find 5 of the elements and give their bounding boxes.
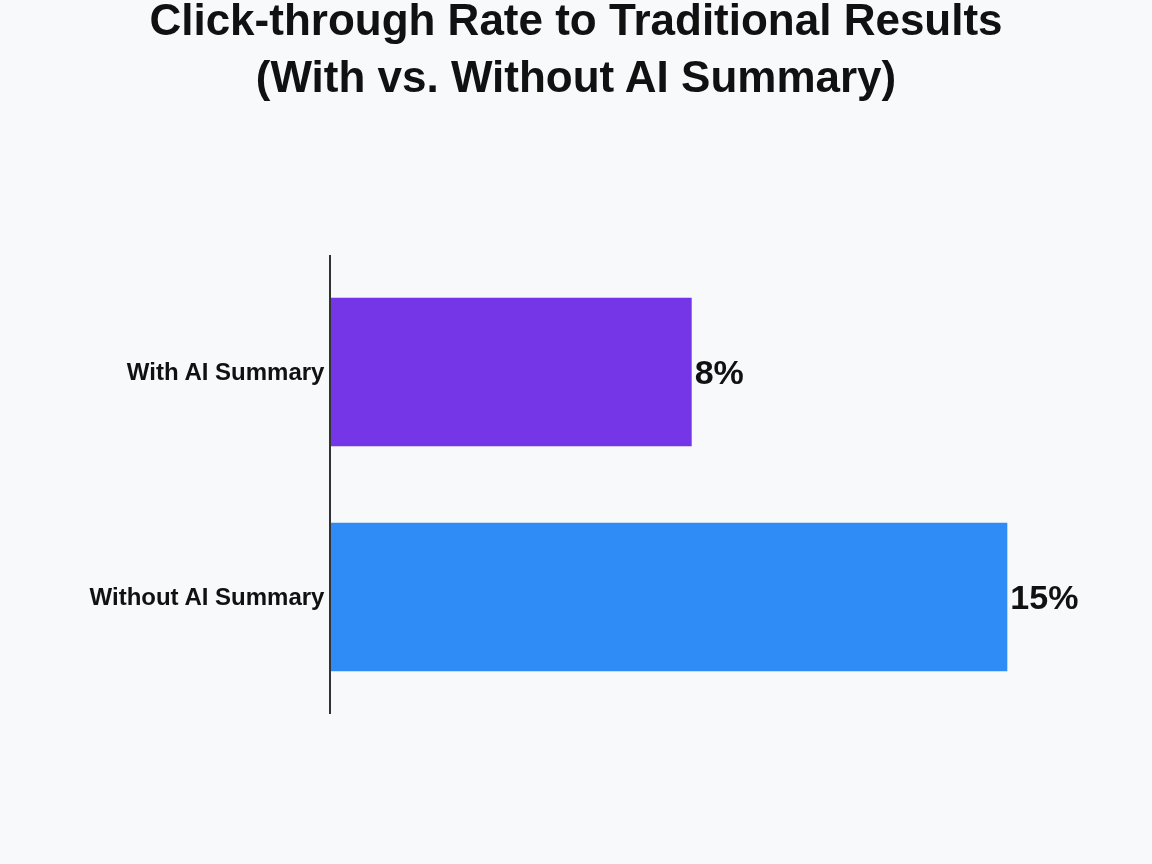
chart-title: Click-through Rate to Traditional Results (With vs. Without AI Summary): [149, 0, 1003, 101]
y-tick-label: With AI Summary: [126, 358, 326, 386]
data-label: 8%: [694, 353, 744, 391]
data-label: 15%: [1010, 578, 1079, 616]
y-tick-label: Without AI Summary: [89, 583, 326, 611]
